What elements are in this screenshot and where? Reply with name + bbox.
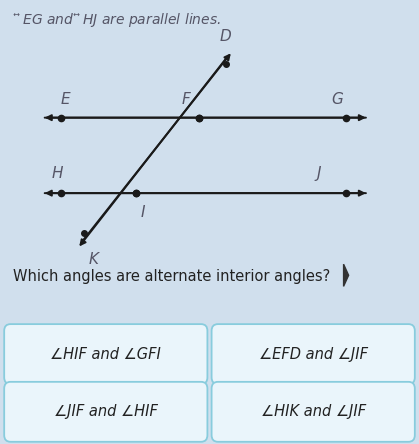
Polygon shape [344, 264, 349, 286]
Text: H: H [52, 166, 64, 181]
Text: ∠EFD and ∠JIF: ∠EFD and ∠JIF [259, 347, 368, 361]
Text: F: F [182, 91, 191, 107]
Text: G: G [331, 91, 343, 107]
Text: ∠HIF and ∠GFI: ∠HIF and ∠GFI [50, 347, 161, 361]
Text: E: E [60, 91, 70, 107]
Text: $\overleftrightarrow{EG}$ and $\overleftrightarrow{HJ}$ are parallel lines.: $\overleftrightarrow{EG}$ and $\overleft… [13, 11, 220, 29]
Text: ∠HIK and ∠JIF: ∠HIK and ∠JIF [261, 404, 366, 419]
Text: D: D [220, 29, 231, 44]
Text: I: I [140, 205, 145, 220]
FancyBboxPatch shape [4, 382, 207, 442]
FancyBboxPatch shape [212, 382, 415, 442]
FancyBboxPatch shape [212, 324, 415, 384]
Text: K: K [89, 252, 99, 267]
Text: J: J [316, 166, 321, 181]
Text: ∠JIF and ∠HIF: ∠JIF and ∠HIF [54, 404, 158, 419]
FancyBboxPatch shape [4, 324, 207, 384]
Text: Which angles are alternate interior angles?: Which angles are alternate interior angl… [13, 269, 330, 284]
